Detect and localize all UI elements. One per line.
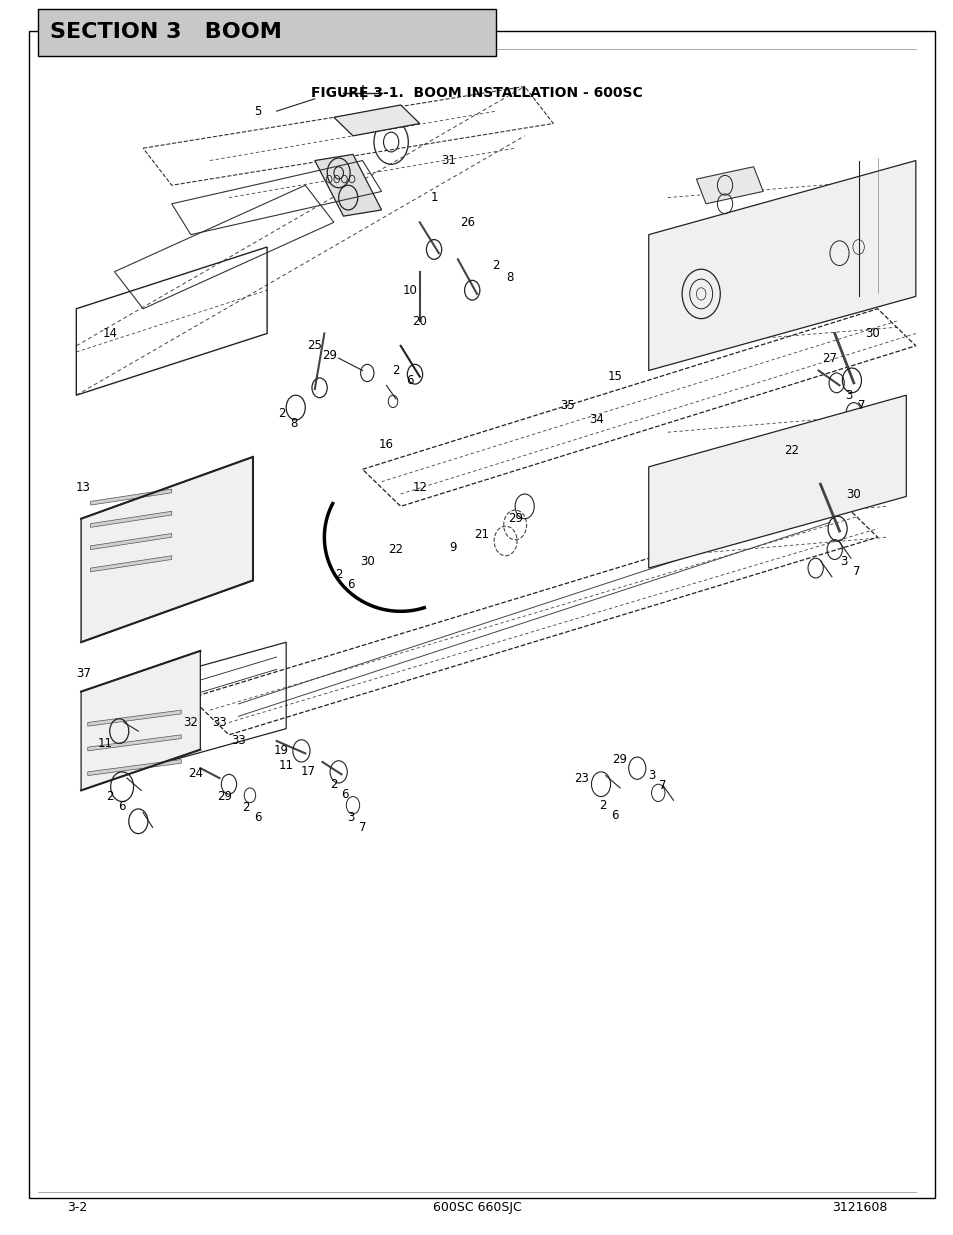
FancyBboxPatch shape (38, 9, 496, 56)
Text: 14: 14 (102, 327, 117, 340)
Text: 2: 2 (242, 802, 250, 814)
Text: 33: 33 (231, 735, 246, 747)
Polygon shape (91, 489, 172, 505)
Text: 2: 2 (277, 408, 285, 420)
Text: 29: 29 (321, 350, 336, 362)
Text: 2: 2 (335, 568, 342, 580)
Text: 2: 2 (598, 799, 606, 811)
Text: 29: 29 (612, 753, 627, 766)
Text: 20: 20 (412, 315, 427, 327)
Text: 16: 16 (378, 438, 394, 451)
Text: 33: 33 (212, 716, 227, 729)
Polygon shape (696, 167, 762, 204)
Text: 6: 6 (610, 809, 618, 821)
Text: 7: 7 (659, 779, 666, 792)
Text: 6: 6 (253, 811, 261, 824)
Text: 1: 1 (430, 191, 437, 204)
Text: 6: 6 (118, 800, 126, 813)
Text: 2: 2 (492, 259, 499, 272)
Text: 17: 17 (300, 766, 315, 778)
Text: 30: 30 (864, 327, 880, 340)
Polygon shape (91, 534, 172, 550)
Text: 23: 23 (574, 772, 589, 784)
Text: 6: 6 (341, 788, 349, 800)
Text: 24: 24 (188, 767, 203, 779)
Polygon shape (91, 511, 172, 527)
Text: 11: 11 (97, 737, 112, 750)
Text: 29: 29 (507, 513, 522, 525)
Text: 30: 30 (359, 556, 375, 568)
Text: 7: 7 (852, 566, 860, 578)
Text: 3: 3 (347, 811, 355, 824)
Text: 9: 9 (449, 541, 456, 553)
Text: 6: 6 (406, 374, 414, 387)
Text: 8: 8 (290, 417, 297, 430)
Text: FIGURE 3-1.  BOOM INSTALLATION - 600SC: FIGURE 3-1. BOOM INSTALLATION - 600SC (311, 85, 642, 100)
Text: 13: 13 (75, 482, 91, 494)
Text: 7: 7 (358, 821, 366, 834)
Text: 3: 3 (647, 769, 655, 782)
Text: 21: 21 (474, 529, 489, 541)
Text: 30: 30 (845, 488, 861, 500)
Text: 3-2: 3-2 (67, 1202, 87, 1214)
Text: 8: 8 (506, 272, 514, 284)
Polygon shape (81, 457, 253, 642)
Text: 32: 32 (183, 716, 198, 729)
Text: 3121608: 3121608 (831, 1202, 886, 1214)
Text: 34: 34 (588, 414, 603, 426)
Polygon shape (648, 395, 905, 568)
Text: 7: 7 (857, 399, 864, 411)
Text: 3: 3 (844, 389, 852, 401)
Text: 11: 11 (278, 760, 294, 772)
Text: 6: 6 (347, 578, 355, 590)
Text: SECTION 3   BOOM: SECTION 3 BOOM (50, 22, 281, 42)
Text: 2: 2 (392, 364, 399, 377)
Polygon shape (88, 760, 181, 776)
Text: 5: 5 (253, 105, 261, 117)
Polygon shape (88, 735, 181, 751)
Text: 25: 25 (307, 340, 322, 352)
Text: 2: 2 (330, 778, 337, 790)
Text: 19: 19 (274, 745, 289, 757)
Text: 600SC 660SJC: 600SC 660SJC (432, 1202, 521, 1214)
Polygon shape (91, 556, 172, 572)
Text: 12: 12 (412, 482, 427, 494)
Text: 15: 15 (607, 370, 622, 383)
Polygon shape (648, 161, 915, 370)
Text: 22: 22 (388, 543, 403, 556)
Text: 29: 29 (216, 790, 232, 803)
Text: 3: 3 (840, 556, 847, 568)
Text: 27: 27 (821, 352, 837, 364)
Text: 26: 26 (459, 216, 475, 228)
Text: 31: 31 (440, 154, 456, 167)
Polygon shape (334, 105, 419, 136)
Text: 22: 22 (783, 445, 799, 457)
Polygon shape (88, 710, 181, 726)
Text: 2: 2 (106, 790, 113, 803)
Polygon shape (314, 154, 381, 216)
Text: 10: 10 (402, 284, 417, 296)
Polygon shape (81, 651, 200, 790)
Text: 37: 37 (76, 667, 91, 679)
Text: 35: 35 (559, 399, 575, 411)
